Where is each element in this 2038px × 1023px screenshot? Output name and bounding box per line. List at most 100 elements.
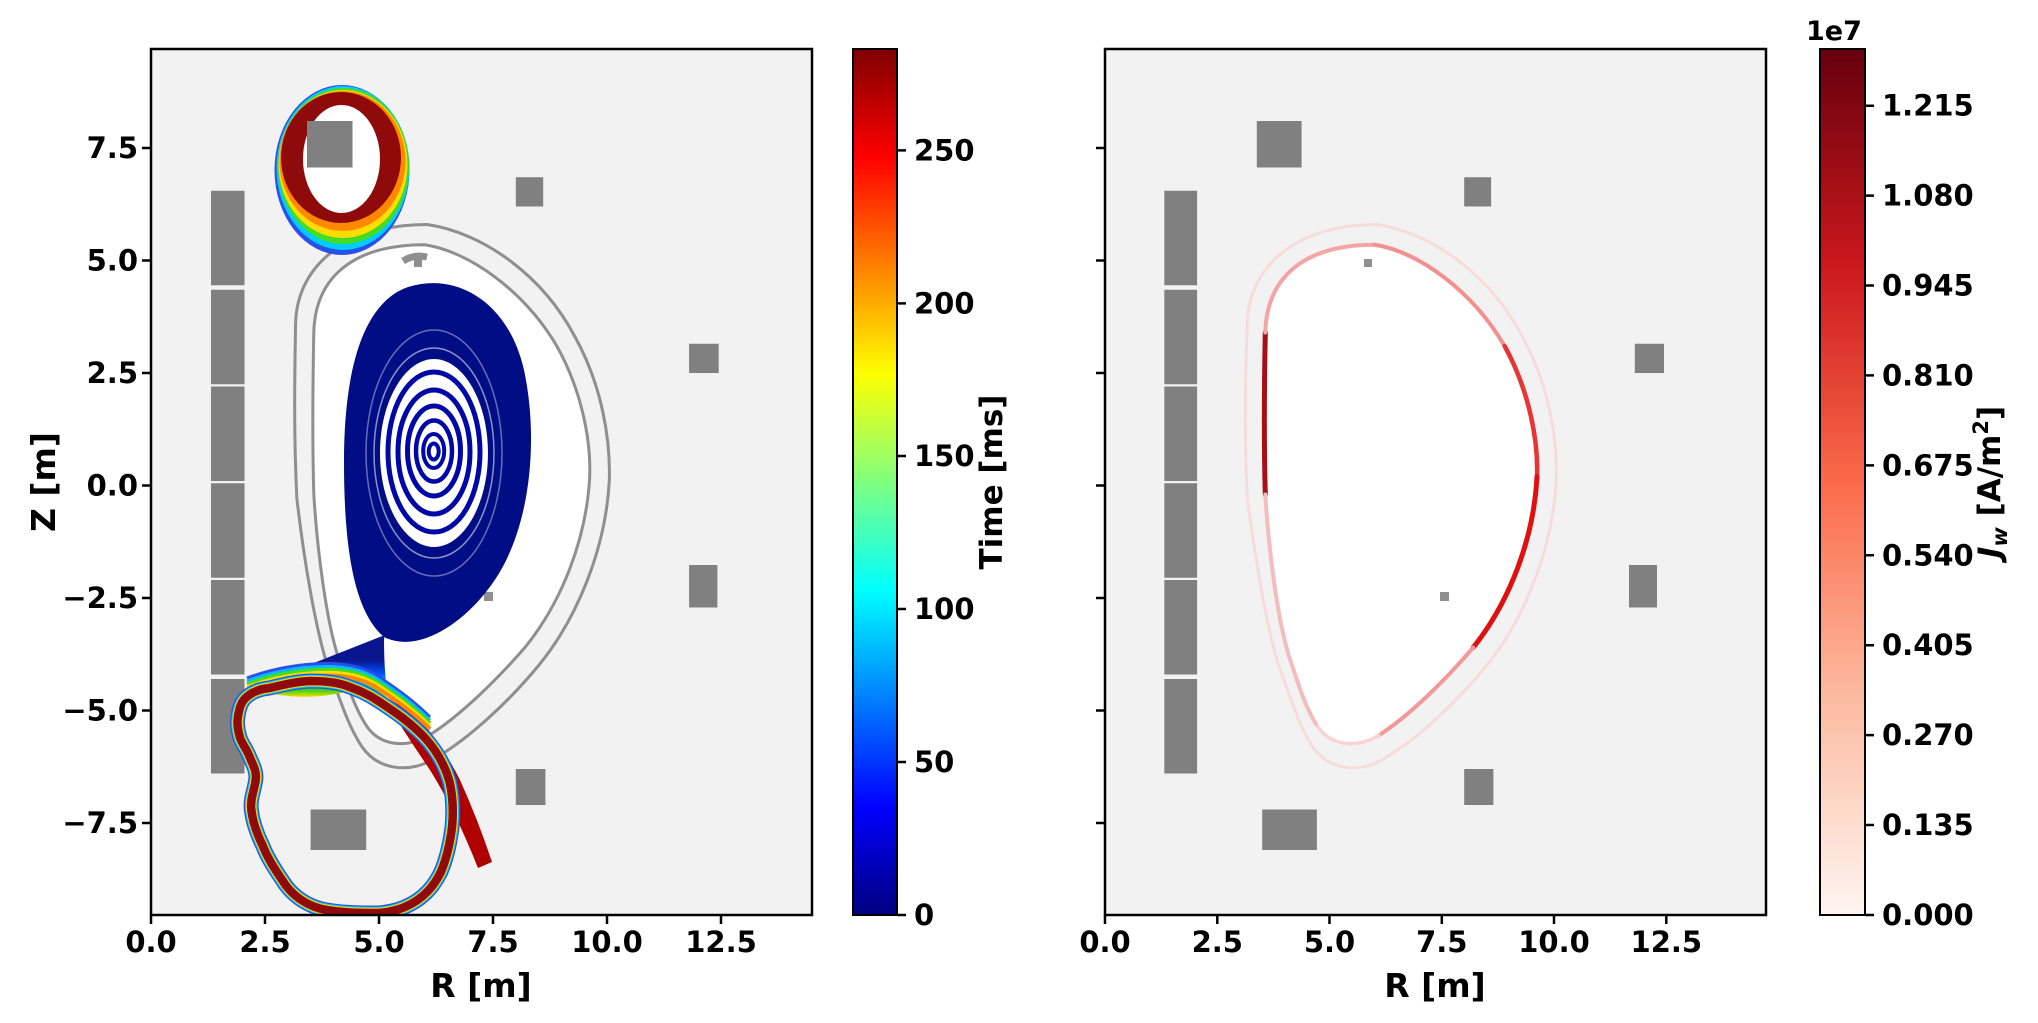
left-y-tick: 2.5 (87, 356, 138, 390)
bottom-final-ring (229, 673, 461, 915)
right-x-tick: 5.0 (1304, 925, 1355, 959)
wall-segment-inboard-lower (1263, 492, 1318, 726)
cbar-tick: 250 (914, 133, 975, 167)
wall-probe-dot (484, 592, 493, 601)
right-colorbar: 1e7 0.000 0.135 0.270 0.405 0.540 0.675 … (1806, 16, 2012, 932)
pf-coil (310, 809, 367, 850)
left-x-tick: 2.5 (239, 925, 290, 959)
jw-label-units-close: ] (1972, 406, 2008, 420)
pf-coil (1256, 121, 1302, 168)
pf-coils-left (310, 177, 719, 850)
colorbar-offset-text: 1e7 (1806, 16, 1862, 47)
jw-colorbar-label: Jw [A/m2] (1969, 406, 2012, 564)
left-plot-y-tick-marks (142, 146, 151, 825)
right-plot: 0.0 2.5 5.0 7.5 10.0 12.5 R [m] (1079, 47, 1768, 1005)
left-plot-frame (149, 47, 814, 917)
wall-segment-bottom (1314, 722, 1381, 746)
wall-segment-top-right (1372, 242, 1507, 348)
left-x-tick: 10.0 (571, 925, 643, 959)
plasma-contour (421, 432, 447, 470)
plasma-dense-band (344, 283, 532, 642)
jw-label-sub-w: w (1988, 527, 2012, 547)
wall-segment-inboard-high-jw (1261, 330, 1268, 497)
left-plot-x-tick-marks (149, 915, 723, 924)
right-x-tick: 2.5 (1192, 925, 1243, 959)
cbar-tick: 150 (914, 439, 975, 473)
plasma-contour-gap (373, 347, 495, 559)
left-colorbar-tick-marks (897, 149, 906, 917)
vessel-inner-wall-contour (311, 243, 592, 746)
wall-segment-outboard-high-jw (1470, 474, 1540, 650)
pf-coil (515, 769, 546, 805)
pf-coil (1262, 809, 1317, 850)
left-x-tick: 12.5 (685, 925, 757, 959)
cbar-tick: 1.080 (1882, 179, 1974, 213)
plasma-contour (385, 369, 483, 535)
time-colorbar-gradient (852, 48, 898, 916)
left-y-tick: −5.0 (62, 694, 138, 728)
plasma-contour (405, 403, 463, 499)
wall-probe-dot (1364, 259, 1372, 267)
left-y-tick: 7.5 (87, 131, 138, 165)
left-y-tick: 5.0 (87, 244, 138, 278)
central-solenoid-right (1164, 190, 1198, 774)
right-x-tick: 7.5 (1416, 925, 1467, 959)
cbar-tick: 100 (914, 592, 975, 626)
left-x-tick: 5.0 (353, 925, 404, 959)
outer-wall-jw-contour (1243, 222, 1558, 770)
plasma-contours (344, 283, 532, 642)
left-plot: 7.5 5.0 2.5 0.0 −2.5 −5.0 −7.5 0.0 2.5 5… (24, 47, 814, 1005)
cbar-tick: 0.810 (1882, 358, 1974, 392)
cs-module (211, 190, 245, 286)
cs-module (1164, 190, 1198, 286)
cbar-tick: 0.000 (1882, 898, 1974, 932)
jw-label-exp: 2 (1969, 420, 1993, 435)
cs-module (211, 386, 245, 481)
pf-coil (515, 177, 544, 207)
cbar-tick: 0.945 (1882, 269, 1974, 303)
cs-module (211, 580, 245, 675)
cs-module (1164, 386, 1198, 481)
cbar-tick: 0.540 (1882, 538, 1974, 572)
right-colorbar-tick-marks (1865, 104, 1874, 917)
right-x-tick: 0.0 (1079, 925, 1130, 959)
time-colorbar-label: Time [ms] (974, 395, 1010, 570)
cs-module (211, 483, 245, 578)
plasma-contour-gap (365, 329, 503, 577)
left-y-tick: −7.5 (62, 806, 138, 840)
cbar-tick: 1.215 (1882, 89, 1974, 123)
pf-coil (1634, 343, 1664, 373)
wall-probe-dot (1440, 592, 1449, 601)
cbar-tick: 0.405 (1882, 628, 1974, 662)
cs-module (1164, 679, 1198, 774)
cbar-tick: 200 (914, 286, 975, 320)
plasma-contour-axis (426, 441, 441, 462)
pf-coil (1464, 769, 1494, 805)
left-y-tick: −2.5 (62, 581, 138, 615)
left-x-tick: 7.5 (467, 925, 518, 959)
right-plot-frame (1103, 47, 1768, 917)
pf-coils-right (1256, 121, 1664, 850)
pf-coil (307, 121, 353, 168)
vessel-top-marker (401, 252, 428, 265)
right-plot-x-tick-marks (1103, 915, 1668, 924)
pf-coil (689, 565, 718, 608)
wall-segment-top-left (1263, 242, 1377, 335)
left-colorbar: 0 50 100 150 200 250 Time [ms] (852, 48, 1010, 932)
cbar-tick: 0.135 (1882, 808, 1974, 842)
left-xlabel: R [m] (430, 966, 531, 1005)
jw-label-j: J (1972, 547, 2008, 565)
wall-segment-outboard-upper (1502, 343, 1540, 479)
cbar-tick: 0.270 (1882, 718, 1974, 752)
right-x-tick: 12.5 (1631, 925, 1703, 959)
left-ylabel: Z [m] (24, 432, 63, 532)
cbar-tick: 0 (914, 898, 934, 932)
vessel-interior-region (1264, 244, 1538, 744)
pf-coil (689, 343, 719, 373)
right-x-tick: 10.0 (1518, 925, 1590, 959)
top-final-ring (274, 85, 410, 255)
plasma-contour (413, 418, 455, 484)
wall-jw-contour (1261, 242, 1540, 746)
